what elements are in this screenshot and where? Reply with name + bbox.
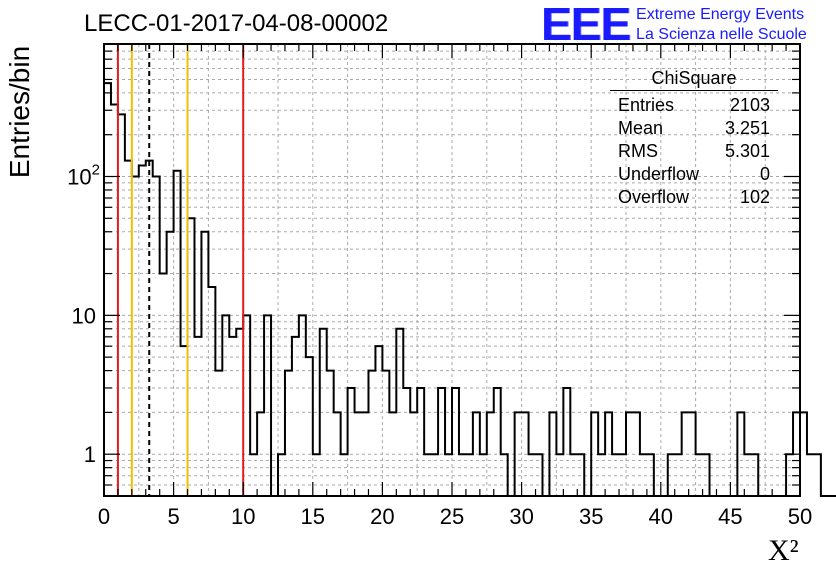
eee-logo: EEE Extreme Energy Events La Scienza nel… bbox=[541, 0, 807, 50]
stats-label: Mean bbox=[618, 118, 664, 138]
stats-value: 3.251 bbox=[724, 118, 770, 138]
stats-value: 5.301 bbox=[724, 141, 770, 161]
y-axis-label-text: Entries/bin bbox=[4, 45, 35, 179]
stats-row-underflow: Underflow 0 bbox=[610, 163, 778, 186]
x-tick-label: 45 bbox=[718, 504, 742, 529]
x-tick-label: 0 bbox=[98, 504, 110, 529]
y-tick-label: 102 bbox=[67, 161, 100, 189]
stats-value: 102 bbox=[739, 187, 770, 207]
x-tick-label: 25 bbox=[440, 504, 464, 529]
x-tick-label: 10 bbox=[231, 504, 255, 529]
x-axis-label: X² bbox=[768, 534, 799, 567]
y-tick-label: 10 bbox=[72, 303, 96, 328]
stats-box-title: ChiSquare bbox=[610, 68, 778, 91]
logo-line-1: Extreme Energy Events bbox=[636, 6, 805, 23]
stats-value: 2103 bbox=[729, 95, 770, 115]
x-tick-label: 50 bbox=[788, 504, 812, 529]
x-tick-label: 30 bbox=[509, 504, 533, 529]
stats-row-rms: RMS 5.301 bbox=[610, 140, 778, 163]
chart-title: LECC-01-2017-04-08-00002 bbox=[84, 10, 389, 37]
stats-value: 0 bbox=[759, 164, 770, 184]
histogram-series bbox=[104, 82, 836, 497]
stats-label: Entries bbox=[618, 95, 675, 115]
stats-row-entries: Entries 2103 bbox=[610, 94, 778, 117]
x-tick-label: 5 bbox=[167, 504, 179, 529]
logo-line-2: La Scienza nelle Scuole bbox=[636, 26, 807, 43]
x-tick-label: 15 bbox=[301, 504, 325, 529]
stats-row-overflow: Overflow 102 bbox=[610, 186, 778, 209]
stats-row-mean: Mean 3.251 bbox=[610, 117, 778, 140]
x-tick-label: 35 bbox=[579, 504, 603, 529]
x-tick-label: 20 bbox=[370, 504, 394, 529]
y-tick-label: 1 bbox=[84, 442, 96, 467]
logo-mark: EEE bbox=[541, 0, 631, 50]
logo-text: Extreme Energy Events La Scienza nelle S… bbox=[636, 5, 807, 45]
stats-label: RMS bbox=[618, 141, 658, 161]
stats-label: Underflow bbox=[618, 164, 700, 184]
stats-box: ChiSquare Entries 2103 Mean 3.251 RMS 5.… bbox=[610, 68, 778, 209]
x-tick-label: 40 bbox=[649, 504, 673, 529]
stats-label: Overflow bbox=[618, 187, 690, 207]
